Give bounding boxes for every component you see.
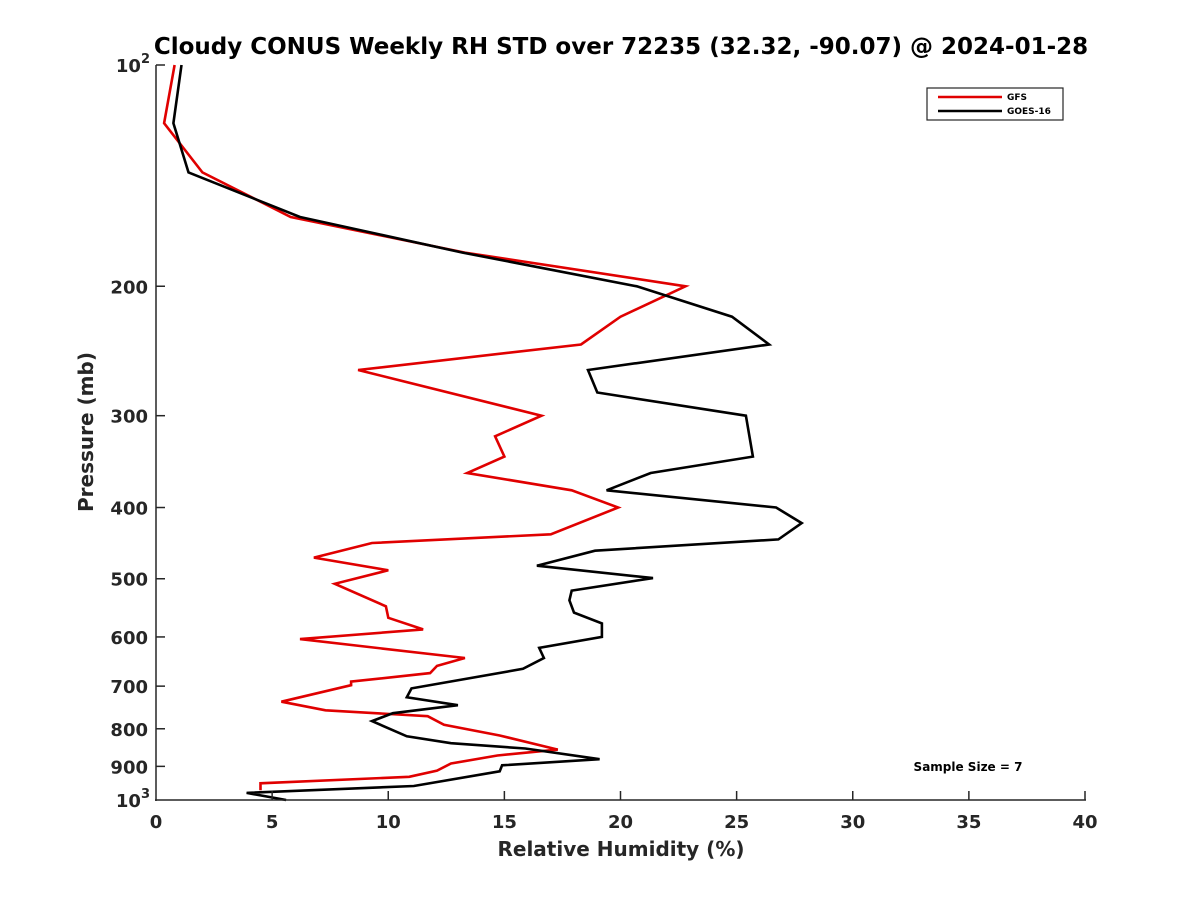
y-tick-label: 500 — [110, 570, 148, 591]
x-tick-label: 40 — [1072, 812, 1097, 833]
series-line-gfs — [162, 64, 690, 791]
y-tick-label: 600 — [110, 628, 148, 649]
plot-lines — [162, 64, 805, 802]
y-tick-label: 800 — [110, 720, 148, 741]
legend-label-gfs: GFS — [1007, 93, 1027, 103]
y-tick-label: 103 — [116, 787, 150, 812]
x-tick-label: 35 — [956, 812, 981, 833]
x-tick-label: 30 — [840, 812, 865, 833]
y-tick-label: 200 — [110, 277, 148, 298]
x-ticks: 0 5 10 15 20 25 30 35 40 — [150, 791, 1098, 833]
x-tick-label: 25 — [724, 812, 749, 833]
x-tick-label: 0 — [150, 812, 163, 833]
series-line-goes-16 — [172, 64, 805, 802]
y-tick-label: 102 — [116, 52, 150, 77]
x-tick-label: 10 — [376, 812, 401, 833]
legend: GFS GOES-16 — [926, 87, 1064, 121]
y-tick-label: 300 — [110, 407, 148, 428]
y-axis-label: Pressure (mb) — [74, 352, 98, 512]
y-tick-label: 900 — [110, 757, 148, 778]
legend-box — [926, 87, 1064, 121]
chart-title: Cloudy CONUS Weekly RH STD over 72235 (3… — [154, 34, 1088, 60]
y-tick-label: 700 — [110, 677, 148, 698]
axes — [155, 64, 1086, 801]
x-tick-label: 20 — [608, 812, 633, 833]
legend-label-goes16: GOES-16 — [1007, 107, 1051, 117]
y-tick-label: 400 — [110, 499, 148, 520]
y-ticks: 102 200 300 400 500 600 700 800 900 103 — [110, 52, 165, 812]
x-tick-label: 5 — [266, 812, 279, 833]
x-tick-label: 15 — [492, 812, 517, 833]
x-axis-label: Relative Humidity (%) — [497, 837, 744, 861]
sample-size-annotation: Sample Size = 7 — [914, 760, 1023, 774]
